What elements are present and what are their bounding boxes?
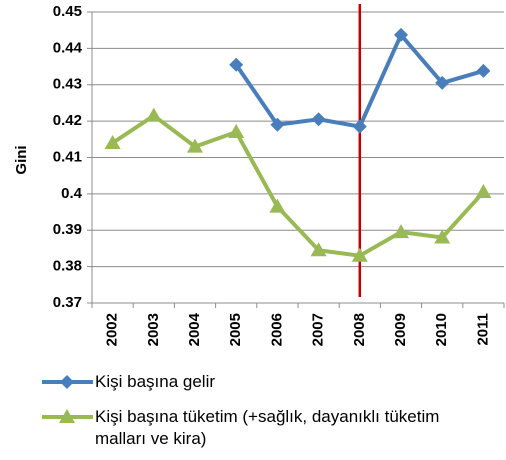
marker: [475, 184, 492, 199]
y-tick-label: 0.41: [53, 148, 82, 165]
marker: [434, 229, 451, 244]
y-tick-label: 0.42: [53, 112, 82, 129]
x-tick-label: 2005: [227, 313, 244, 346]
legend-swatch: [42, 375, 93, 389]
x-tick-label: 2004: [186, 312, 203, 346]
x-tick-label: 2009: [392, 313, 409, 346]
y-tick-label: 0.43: [53, 76, 82, 93]
y-tick-label: 0.39: [53, 221, 82, 238]
marker: [187, 138, 203, 153]
marker: [351, 247, 368, 262]
x-tick-label: 2003: [145, 313, 162, 346]
marker: [310, 242, 327, 257]
marker: [228, 124, 245, 139]
marker: [311, 112, 326, 127]
y-tick-label: 0.45: [53, 3, 82, 20]
legend-label: Kişi başına gelir: [95, 372, 216, 391]
y-tick-label: 0.37: [53, 294, 82, 311]
x-tick-label: 2007: [310, 313, 327, 346]
marker: [59, 409, 75, 423]
x-tick-label: 2006: [268, 313, 285, 346]
legend-label: Kişi başına tüketim (+sağlık, dayanıklı …: [95, 407, 440, 448]
legend-swatch: [42, 409, 93, 423]
y-tick-label: 0.38: [53, 258, 82, 275]
x-tick-label: 2008: [351, 313, 368, 346]
marker: [435, 75, 450, 90]
marker: [229, 57, 244, 72]
marker: [393, 224, 409, 239]
marker: [60, 375, 74, 389]
y-tick-label: 0.44: [53, 39, 83, 56]
chart: Gini 0.37 0.38 0.39 0.4 0.41 0.42 0.43 0.44 0.45…: [13, 3, 505, 346]
y-axis-label: Gini: [13, 145, 30, 174]
marker: [269, 198, 286, 213]
series-line: [111, 113, 485, 258]
marker: [394, 27, 408, 42]
marker: [352, 119, 367, 134]
x-tick-label: 2010: [433, 313, 450, 346]
legend-entry: Kişi başına gelir: [40, 371, 455, 393]
marker: [145, 107, 162, 122]
marker: [104, 134, 121, 149]
legend-entry: Kişi başına tüketim (+sağlık, dayanıklı …: [40, 406, 455, 450]
x-tick-label: 2011: [474, 313, 491, 346]
x-tick-label: 2002: [104, 313, 121, 346]
marker: [270, 117, 285, 132]
y-tick-label: 0.4: [61, 185, 83, 202]
marker: [476, 63, 491, 78]
